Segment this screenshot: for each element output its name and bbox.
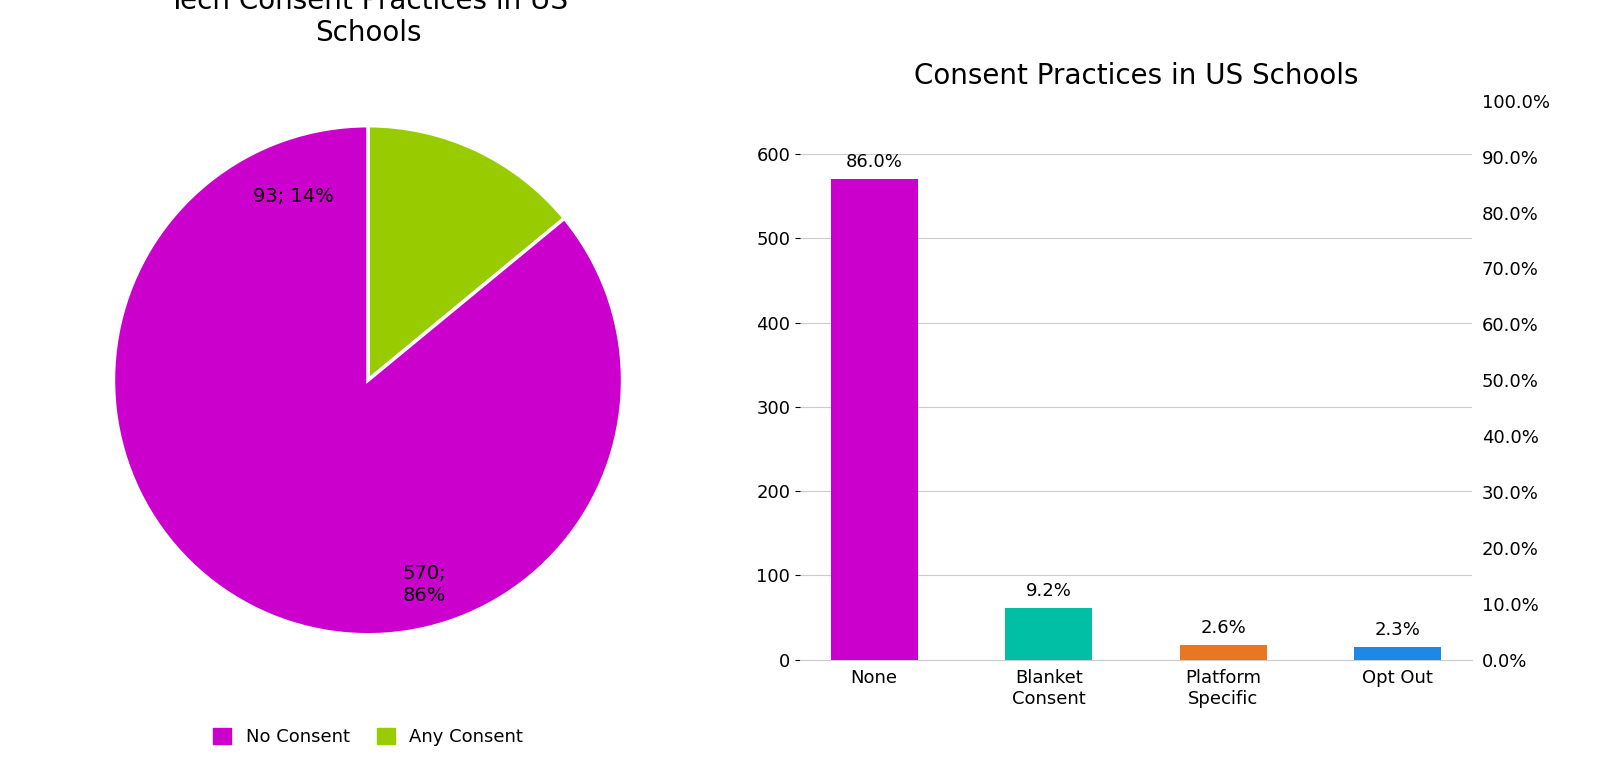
Bar — [1179, 646, 1267, 660]
Bar — [1005, 608, 1093, 660]
Text: 86.0%: 86.0% — [846, 153, 902, 171]
Text: 93; 14%: 93; 14% — [253, 188, 334, 206]
Wedge shape — [114, 126, 622, 635]
Text: 2.3%: 2.3% — [1374, 621, 1421, 639]
Title: Tech Consent Practices in US
Schools: Tech Consent Practices in US Schools — [168, 0, 568, 47]
Title: Consent Practices in US Schools: Consent Practices in US Schools — [914, 62, 1358, 90]
Legend: No Consent, Any Consent: No Consent, Any Consent — [206, 720, 530, 753]
Bar — [1354, 647, 1442, 660]
Bar — [830, 179, 918, 660]
Text: 2.6%: 2.6% — [1200, 618, 1246, 637]
Wedge shape — [368, 126, 565, 380]
Text: 570;
86%: 570; 86% — [402, 563, 446, 605]
Text: 9.2%: 9.2% — [1026, 582, 1072, 600]
